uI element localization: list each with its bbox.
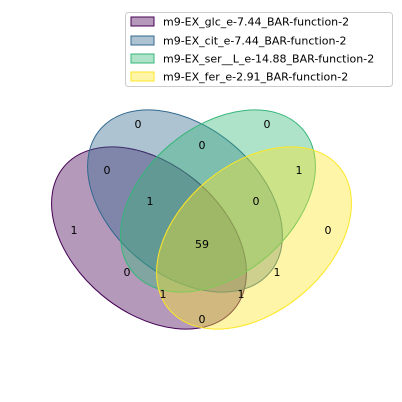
set-glc-ellipse xyxy=(51,146,247,330)
set-ser-ellipse xyxy=(120,109,316,293)
region-count: 1 xyxy=(296,164,303,177)
region-count: 1 xyxy=(147,195,154,208)
legend-label-cit: m9-EX_cit_e-7.44_BAR-function-2 xyxy=(163,35,346,48)
legend-swatch-ser xyxy=(130,53,155,64)
region-count: 1 xyxy=(238,288,245,301)
region-count: 1 xyxy=(160,288,167,301)
legend-frame xyxy=(125,12,393,87)
legend-swatch-cit xyxy=(130,35,155,46)
region-count: 0 xyxy=(104,164,111,177)
region-count: 1 xyxy=(274,266,281,279)
region-count: 0 xyxy=(325,224,332,237)
region-count: 0 xyxy=(253,195,260,208)
legend-label-glc: m9-EX_glc_e-7.44_BAR-function-2 xyxy=(163,16,349,29)
region-labels: 0 0 0 0 1 1 0 1 0 59 0 1 1 1 0 xyxy=(71,118,332,326)
region-count: 0 xyxy=(124,266,131,279)
legend-label-fer: m9-EX_fer_e-2.91_BAR-function-2 xyxy=(163,71,348,84)
legend: m9-EX_glc_e-7.44_BAR-function-2 m9-EX_ci… xyxy=(125,12,393,87)
region-count: 0 xyxy=(199,139,206,152)
region-count: 0 xyxy=(199,313,206,326)
legend-label-ser: m9-EX_ser__L_e-14.88_BAR-function-2 xyxy=(163,53,374,66)
legend-swatch-glc xyxy=(130,16,155,27)
region-count: 0 xyxy=(264,118,271,131)
set-cit-ellipse xyxy=(87,109,283,293)
set-fer-ellipse xyxy=(156,146,352,330)
region-count: 0 xyxy=(135,118,142,131)
region-count: 1 xyxy=(71,224,78,237)
ellipses xyxy=(51,109,352,330)
legend-swatch-fer xyxy=(130,71,155,82)
region-count: 59 xyxy=(195,238,209,251)
